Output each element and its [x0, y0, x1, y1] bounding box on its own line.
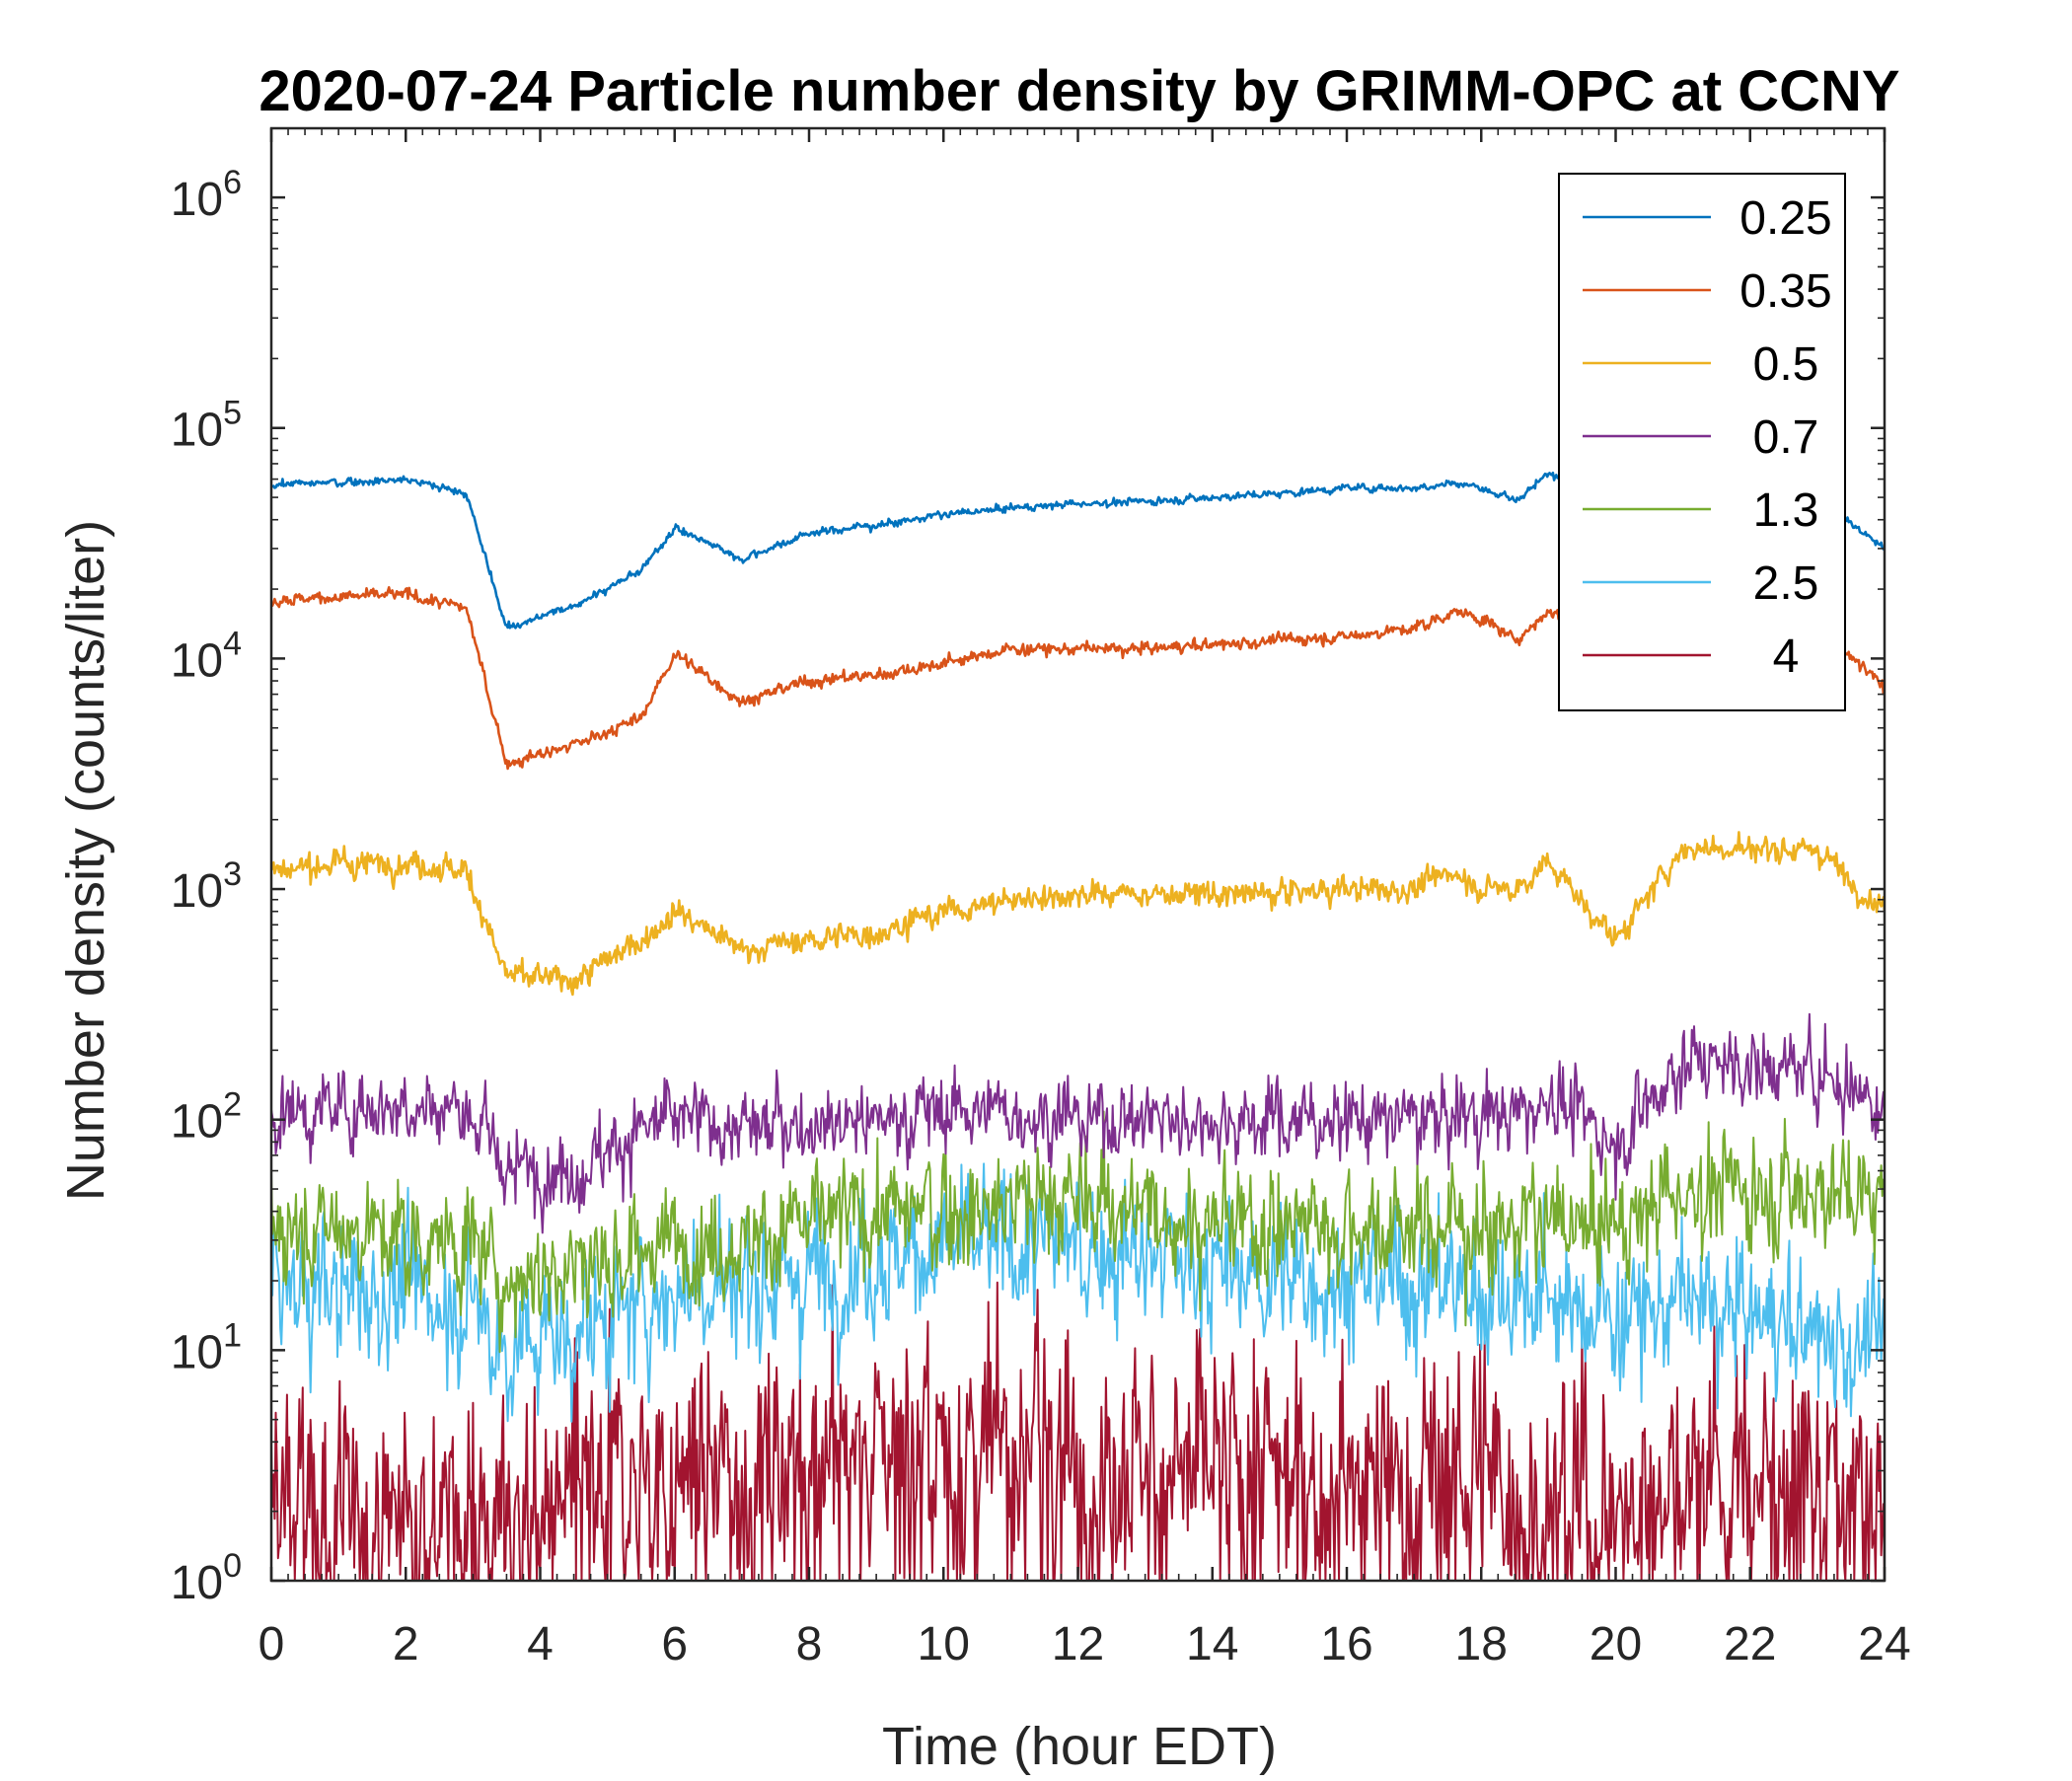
legend: 0.25 0.35 0.5 0.7 1.3 2.5 4	[1558, 173, 1846, 711]
series-line-0.7	[271, 1012, 1885, 1234]
x-tick-label: 2	[393, 1618, 419, 1670]
x-tick-label: 0	[259, 1618, 285, 1670]
x-tick-label: 22	[1724, 1618, 1776, 1670]
x-tick-label: 8	[796, 1618, 823, 1670]
legend-label-0.25: 0.25	[1739, 192, 1831, 245]
series-line-0.5	[271, 831, 1885, 997]
x-tick-label: 4	[527, 1618, 554, 1670]
y-tick-label: 104	[171, 625, 242, 687]
legend-label-4: 4	[1773, 631, 1800, 683]
y-tick-label: 100	[171, 1547, 242, 1609]
axes-layer: 0 2 4 6 8 10 12 14 16 18 20 22 241001011021031041051…	[171, 126, 1911, 1670]
x-axis-label: Time (hour EDT)	[882, 1717, 1277, 1776]
y-tick-label: 105	[171, 395, 242, 457]
x-tick-label: 16	[1320, 1618, 1372, 1670]
x-tick-label: 10	[918, 1618, 970, 1670]
x-tick-label: 6	[661, 1618, 688, 1670]
legend-label-0.7: 0.7	[1753, 411, 1819, 464]
y-tick-label: 106	[171, 164, 242, 226]
legend-box	[1558, 173, 1846, 711]
x-tick-label: 24	[1858, 1618, 1910, 1670]
y-tick-label: 103	[171, 855, 242, 918]
x-tick-label: 20	[1590, 1618, 1642, 1670]
y-tick-label: 101	[171, 1316, 242, 1378]
x-tick-label: 12	[1052, 1618, 1104, 1670]
legend-label-2.5: 2.5	[1753, 557, 1819, 610]
y-tick-label: 102	[171, 1086, 242, 1149]
series-line-1.3	[271, 1110, 1885, 1354]
legend-label-1.3: 1.3	[1753, 484, 1819, 537]
y-axis-label: Number density (counts/liter)	[56, 520, 115, 1201]
legend-label-0.35: 0.35	[1739, 265, 1831, 318]
x-tick-label: 14	[1186, 1618, 1238, 1670]
x-tick-label: 18	[1455, 1618, 1508, 1670]
legend-label-0.5: 0.5	[1753, 338, 1819, 391]
chart-title: 2020-07-24 Particle number density by GR…	[259, 59, 1899, 123]
